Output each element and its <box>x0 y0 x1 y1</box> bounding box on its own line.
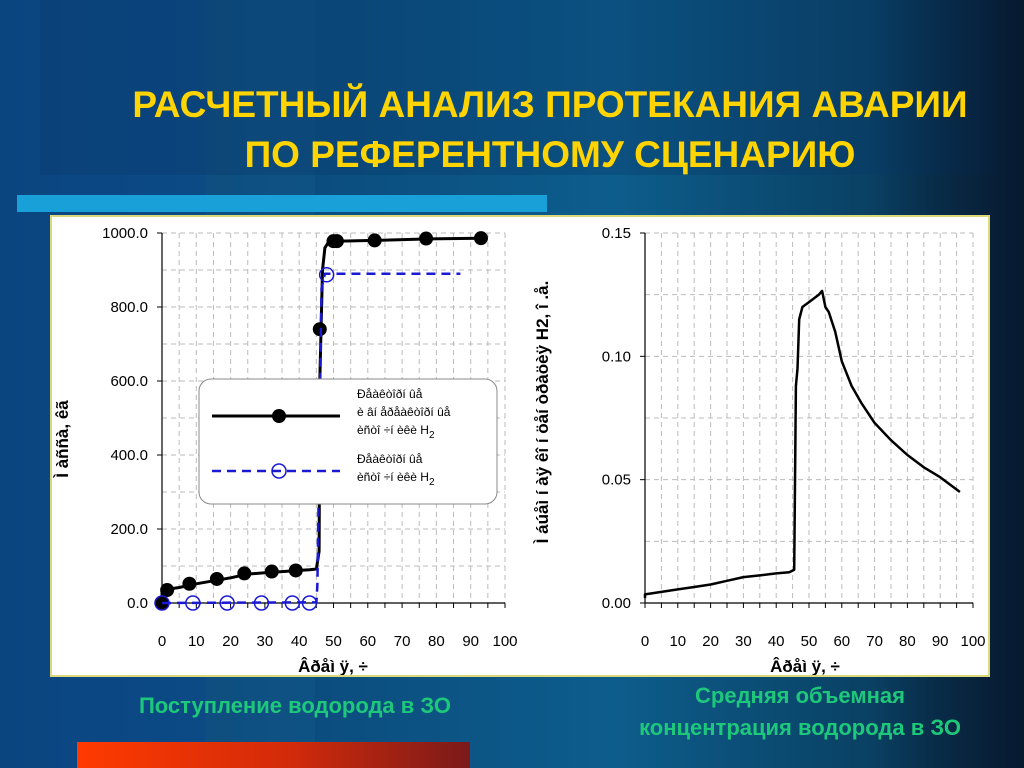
chart1-y-label: Ì àññà, êã <box>53 400 72 479</box>
slide-title-line1: РАСЧЕТНЫЙ АНАЛИЗ ПРОТЕКАНИЯ АВАРИИ <box>132 84 968 125</box>
data-point <box>318 267 335 283</box>
data-point <box>367 233 382 248</box>
x-tick-label: 40 <box>768 633 785 650</box>
series-line-2-1 <box>643 289 961 599</box>
x-tick-label: 40 <box>291 633 308 650</box>
legend-marker-series2 <box>271 463 287 479</box>
data-point <box>419 231 434 246</box>
x-tick-label: 80 <box>428 633 445 650</box>
data-point <box>185 595 201 611</box>
x-tick-label: 100 <box>960 633 985 650</box>
x-tick-label: 70 <box>866 633 883 650</box>
data-point <box>288 563 303 578</box>
chart2-plot <box>643 232 974 608</box>
x-tick-label: 10 <box>188 633 205 650</box>
caption-right-line2: концентрация водорода в ЗО <box>639 715 961 740</box>
chart2-y-ticks: 0.00 0.05 0.10 0.15 <box>602 225 645 612</box>
chart1-x-ticks: 0 10 20 30 40 50 60 70 80 90 100 <box>158 633 518 650</box>
x-tick-label: 30 <box>735 633 752 650</box>
chart2-x-ticks: 0 10 20 30 40 50 60 70 80 90 100 <box>641 633 986 650</box>
y-tick-label: 1000.0 <box>102 225 148 242</box>
chart2-y-label: Ì áúåì í àÿ êî í öåí òðàöèÿ H2, î .å. <box>533 281 552 545</box>
x-tick-label: 60 <box>833 633 850 650</box>
y-tick-label: 0.05 <box>602 472 631 489</box>
charts-panel: 0.0 200.0 400.0 600.0 800.0 1000.0 0 10 20 30 40 5… <box>50 215 990 677</box>
y-tick-label: 0.10 <box>602 348 631 365</box>
caption-right-line1: Средняя объемная <box>695 683 905 708</box>
data-point <box>284 595 301 611</box>
chart1-legend: Ðåàêòîðí ûå è âí åðåàêòîðí ûå èñòî ÷í èê… <box>198 378 498 505</box>
legend-box <box>198 378 498 505</box>
legend-marker-series1 <box>272 409 286 423</box>
x-tick-label: 10 <box>669 633 686 650</box>
x-tick-label: 80 <box>899 633 916 650</box>
y-tick-label: 200.0 <box>110 521 148 538</box>
x-tick-label: 60 <box>359 633 376 650</box>
data-point <box>473 231 488 246</box>
caption-left: Поступление водорода в ЗО <box>138 693 452 718</box>
x-tick-label: 100 <box>492 633 517 650</box>
y-tick-label: 0.00 <box>602 595 631 612</box>
slide-title-line2: ПО РЕФЕРЕНТНОМУ СЦЕНАРИЮ <box>244 134 856 175</box>
x-tick-label: 30 <box>257 633 274 650</box>
y-tick-label: 0.0 <box>127 595 148 612</box>
data-point <box>209 571 224 586</box>
x-tick-label: 20 <box>222 633 239 650</box>
data-point <box>160 583 175 598</box>
charts-svg: 0.0 200.0 400.0 600.0 800.0 1000.0 0 10 20 30 40 5… <box>53 225 986 675</box>
y-tick-label: 400.0 <box>110 447 148 464</box>
slide-title: РАСЧЕТНЫЙ АНАЛИЗ ПРОТЕКАНИЯ АВАРИИ ПО РЕ… <box>90 80 1010 180</box>
chart2-x-label: Âðåì ÿ, ÷ <box>770 657 840 675</box>
title-backdrop <box>40 0 1000 175</box>
x-tick-label: 50 <box>801 633 818 650</box>
x-tick-label: 70 <box>394 633 411 650</box>
data-point <box>301 595 318 611</box>
data-point <box>237 566 252 581</box>
x-tick-label: 50 <box>325 633 342 650</box>
legend-label-series2-line1: Ðåàêòîðí ûå <box>357 452 423 466</box>
legend-label-series1-line2: è âí åðåàêòîðí ûå <box>357 405 451 419</box>
caption-right: Средняя объемная концентрация водорода в… <box>580 680 1020 744</box>
x-tick-label: 20 <box>702 633 719 650</box>
legend-label-series1-line3: èñòî ÷í èêè H2 <box>357 423 435 441</box>
chart1-x-label: Âðåì ÿ, ÷ <box>298 657 368 675</box>
accent-bar <box>17 195 547 212</box>
data-point <box>264 564 279 579</box>
data-point <box>182 576 197 591</box>
y-tick-label: 600.0 <box>110 373 148 390</box>
x-tick-label: 0 <box>641 633 649 650</box>
legend-label-series1-line1: Ðåàêòîðí ûå <box>357 387 423 401</box>
x-tick-label: 90 <box>462 633 479 650</box>
bottom-accent-bar <box>77 742 470 768</box>
legend-label-series2-line2: èñòî ÷í èêè H2 <box>357 470 435 488</box>
y-tick-label: 0.15 <box>602 225 631 242</box>
x-tick-label: 0 <box>158 633 166 650</box>
data-point <box>154 595 170 611</box>
data-point <box>329 234 344 249</box>
chart1-y-ticks: 0.0 200.0 400.0 600.0 800.0 1000.0 <box>102 225 162 612</box>
x-tick-label: 90 <box>932 633 949 650</box>
data-point <box>253 595 270 611</box>
y-tick-label: 800.0 <box>110 299 148 316</box>
data-point <box>219 595 235 611</box>
